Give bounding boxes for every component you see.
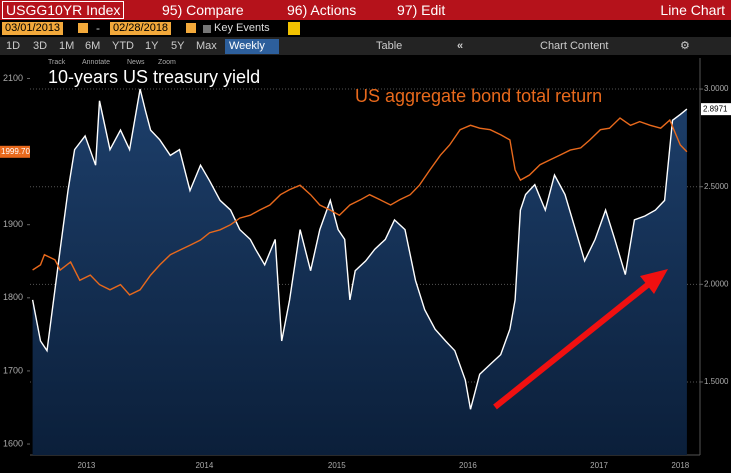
period-button[interactable]: 6M — [85, 40, 101, 52]
period-button[interactable]: 1Y — [145, 40, 159, 52]
trend-arrow — [493, 269, 668, 410]
period-button[interactable]: 5Y — [171, 40, 185, 52]
y-tick-label: 1700 — [3, 365, 23, 375]
series-area — [32, 89, 687, 455]
tool-button[interactable]: News — [127, 59, 145, 66]
y2-tick-label: 2.5000 — [704, 182, 729, 191]
tool-button[interactable]: Zoom — [158, 59, 176, 66]
date-bar — [0, 20, 731, 37]
last-value-label: 1999.70 — [1, 147, 30, 156]
collapse-button[interactable]: « — [457, 40, 464, 52]
y-tick-label: 1600 — [3, 438, 23, 448]
chart-content-button[interactable]: Chart Content — [540, 40, 609, 52]
tool-button[interactable]: Annotate — [82, 59, 110, 66]
key-events[interactable]: Key Events — [214, 22, 270, 34]
x-tick-label: 2014 — [195, 461, 213, 470]
menu-item[interactable]: 96) Actions — [287, 2, 357, 18]
menu-item[interactable]: 95) Compare — [162, 2, 244, 18]
x-tick-label: 2013 — [77, 461, 95, 470]
menu-item[interactable]: 97) Edit — [397, 2, 446, 18]
chart: Track Annotate News Zoom 1600 1700 1800 190… — [0, 55, 731, 473]
period-button[interactable]: 3D — [33, 40, 48, 52]
ticker[interactable]: USGG10YR Index — [2, 1, 125, 19]
last-value-box — [701, 103, 731, 116]
x-tick-label: 2018 — [671, 461, 689, 470]
period-button[interactable]: Max — [196, 40, 217, 52]
view-label: Line Chart — [660, 2, 725, 18]
info-icon[interactable] — [288, 22, 300, 35]
series-line — [32, 117, 688, 296]
calendar-icon[interactable] — [186, 23, 196, 33]
table-button[interactable]: Table — [376, 40, 403, 52]
series-line — [31, 88, 688, 410]
y-tick-label: 1800 — [3, 292, 23, 302]
series-annotation: US aggregate bond total return — [355, 86, 602, 106]
title-bar — [0, 0, 731, 20]
date-separator: - — [96, 21, 100, 35]
last-value-label: 2.8971 — [703, 104, 728, 113]
calendar-icon[interactable] — [78, 23, 88, 33]
x-tick-label: 2015 — [328, 461, 346, 470]
period-button[interactable]: 1D — [6, 40, 21, 52]
period-button[interactable]: 1M — [59, 40, 75, 52]
x-tick-label: 2016 — [459, 461, 477, 470]
period-button[interactable]: YTD — [112, 40, 134, 52]
x-tick-label: 2017 — [590, 461, 608, 470]
checkbox[interactable] — [203, 25, 211, 33]
settings-button[interactable]: ⚙ — [680, 40, 690, 52]
toolbar — [0, 37, 731, 55]
start-date[interactable]: 03/01/2013 — [2, 22, 64, 35]
tool-button[interactable]: Track — [48, 59, 66, 66]
frequency-select[interactable]: Weekly — [225, 39, 279, 54]
y2-tick-label: 2.0000 — [704, 279, 729, 288]
y2-tick-label: 1.5000 — [704, 377, 729, 386]
y2-tick-label: 3.0000 — [704, 84, 729, 93]
end-date[interactable]: 02/28/2018 — [110, 22, 172, 35]
y-tick-label: 1900 — [3, 219, 23, 229]
series-annotation: 10-years US treasury yield — [48, 67, 260, 87]
last-value-box — [0, 145, 30, 158]
y-tick-label: 2100 — [3, 73, 23, 83]
